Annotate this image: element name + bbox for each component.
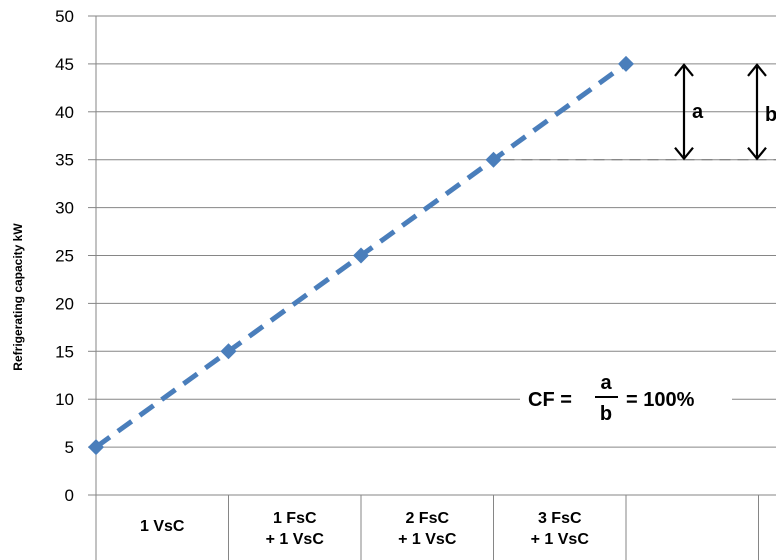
data-point xyxy=(485,151,502,168)
arrow-head-down xyxy=(674,147,694,161)
arrow-head-up xyxy=(674,63,694,77)
arrow-a-label: a xyxy=(692,101,704,123)
data-points xyxy=(88,55,634,456)
formula-lhs: CF = xyxy=(528,389,572,411)
y-tick-labels: 0 5 10 15 20 25 30 35 40 45 50 xyxy=(55,7,74,505)
data-point xyxy=(88,439,104,456)
x-category-labels: 1 VsC 1 FsC + 1 VsC 2 FsC + 1 VsC 3 FsC + 1 Vs… xyxy=(140,510,589,548)
y-tick-label: 45 xyxy=(55,55,74,74)
arrow-head-up xyxy=(747,63,767,77)
y-tick-label: 10 xyxy=(55,390,74,409)
arrow-head-down xyxy=(747,147,767,161)
annotations: a bCF =ab= 100% xyxy=(520,63,776,425)
x-category-label: 3 FsC + 1 VsC xyxy=(531,510,590,548)
formula-background xyxy=(520,372,732,424)
formula-rhs: = 100% xyxy=(626,389,695,411)
x-category-label: 1 VsC xyxy=(140,518,185,535)
y-tick-label: 30 xyxy=(55,199,74,218)
arrow-b xyxy=(747,63,767,161)
formula-numerator: a xyxy=(600,372,612,394)
x-category-label: 2 FsC + 1 VsC xyxy=(398,510,457,548)
data-point xyxy=(618,55,634,72)
y-tick-label: 25 xyxy=(55,247,74,266)
y-tick-label: 50 xyxy=(55,7,74,26)
formula-denominator: b xyxy=(600,403,612,425)
y-tick-label: 5 xyxy=(65,438,74,457)
data-point xyxy=(220,343,237,360)
y-tick-label: 35 xyxy=(55,151,74,170)
y-tick-label: 40 xyxy=(55,103,74,122)
data-point xyxy=(353,247,369,264)
x-category-label: 1 FsC + 1 VsC xyxy=(266,510,325,548)
y-tick-label: 20 xyxy=(55,294,74,313)
gridlines xyxy=(88,15,776,496)
y-tick-label: 0 xyxy=(65,486,74,505)
arrow-b-label: b xyxy=(765,104,776,126)
y-tick-label: 15 xyxy=(55,342,74,361)
x-axis xyxy=(95,16,776,560)
y-axis-title: Refrigerating capacity kW xyxy=(11,223,25,371)
arrow-a xyxy=(674,63,694,161)
